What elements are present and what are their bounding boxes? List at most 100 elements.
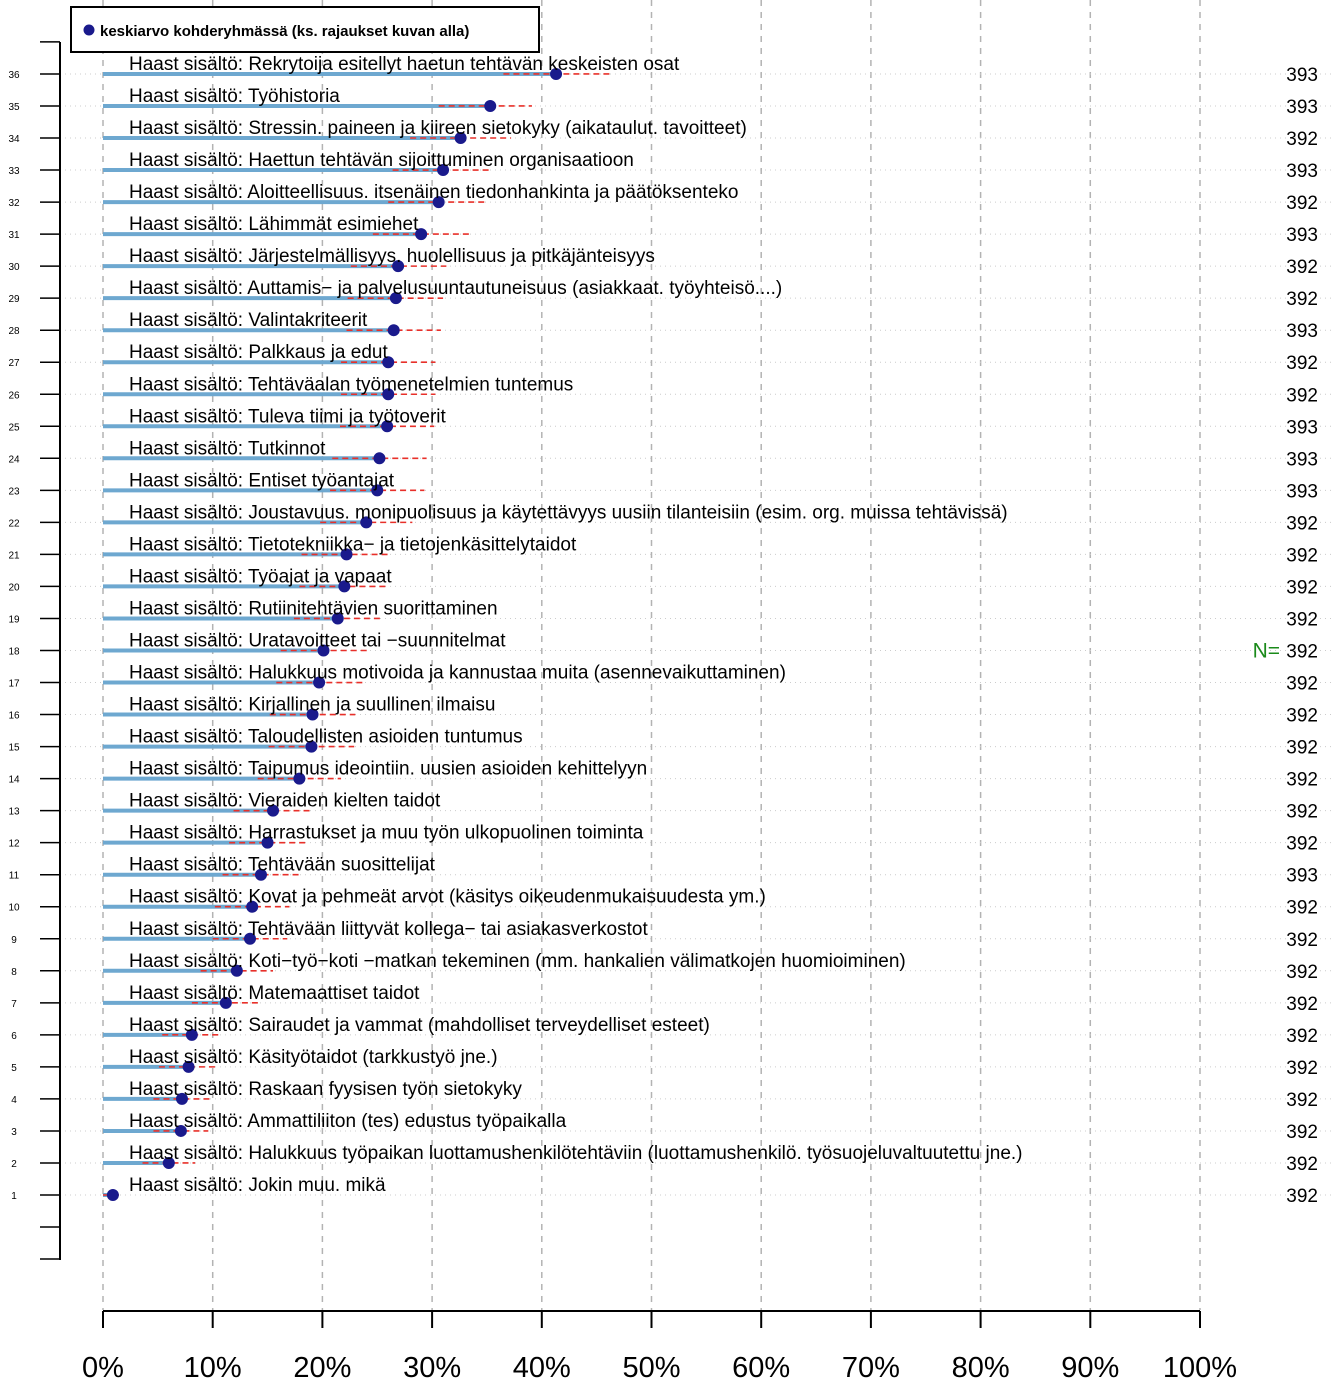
y-tick-label: 5 <box>11 1063 17 1074</box>
n-value: 392 <box>1286 1186 1318 1207</box>
mean-point-6 <box>185 1028 198 1041</box>
n-value: 393 <box>1286 449 1318 470</box>
category-labels: Haast sisältö: Rekrytoija esitellyt haet… <box>129 54 1023 1196</box>
y-axis: 3635343332313029282726252423222120191817… <box>8 41 61 1260</box>
mean-point-4 <box>175 1092 188 1105</box>
category-label: Haast sisältö: Harrastukset ja muu työn … <box>129 823 644 844</box>
y-tick-label: 34 <box>8 134 20 145</box>
mean-point-2 <box>162 1156 175 1169</box>
category-label: Haast sisältö: Sairaudet ja vammat (mahd… <box>129 1015 710 1036</box>
n-value: 393 <box>1286 161 1318 182</box>
category-label: Haast sisältö: Järjestelmällisyys. huole… <box>129 246 655 267</box>
y-tick-label: 17 <box>8 679 20 690</box>
x-tick-label: 50% <box>622 1352 680 1381</box>
n-value: 393 <box>1286 481 1318 502</box>
mean-point-8 <box>230 964 243 977</box>
n-value: 392 <box>1286 834 1318 855</box>
mean-point-3 <box>174 1124 187 1137</box>
category-label: Haast sisältö: Halukkuus motivoida ja ka… <box>129 663 786 684</box>
mean-point-7 <box>219 996 232 1009</box>
mean-point-13 <box>267 804 280 817</box>
mean-point-27 <box>382 356 395 369</box>
n-value: 393 <box>1286 866 1318 887</box>
n-prefix-label: N= <box>1253 639 1280 662</box>
x-tick-label: 70% <box>842 1352 900 1381</box>
n-value: 392 <box>1286 513 1318 534</box>
n-value: 393 <box>1286 321 1318 342</box>
y-tick-label: 14 <box>8 775 20 786</box>
n-value: 392 <box>1286 545 1318 566</box>
x-tick-label: 60% <box>732 1352 790 1381</box>
x-axis: 0% 10% 20% 30% 40% 50% 60% 70% 80% 90% 100% <box>82 1310 1237 1381</box>
mean-point-18 <box>317 644 330 657</box>
grid-lines <box>60 0 1333 1310</box>
mean-point-15 <box>305 740 318 753</box>
y-tick-label: 13 <box>8 807 20 818</box>
y-tick-label: 25 <box>8 422 20 433</box>
mean-point-24 <box>373 452 386 465</box>
mean-point-28 <box>387 324 400 337</box>
y-tick-label: 28 <box>8 326 20 337</box>
x-tick-label: 20% <box>293 1352 351 1381</box>
x-tick-label: 0% <box>82 1352 124 1381</box>
y-tick-label: 3 <box>11 1127 17 1138</box>
mean-point-34 <box>454 132 467 145</box>
mean-point-31 <box>415 228 428 241</box>
y-tick-label: 27 <box>8 358 20 369</box>
n-value: 392 <box>1286 930 1318 951</box>
category-label: Haast sisältö: Tietotekniikka− ja tietoj… <box>129 534 577 555</box>
data-marks <box>103 67 610 1201</box>
mean-point-10 <box>246 900 259 913</box>
n-value: 392 <box>1286 738 1318 759</box>
y-tick-label: 9 <box>11 935 17 946</box>
category-label: Haast sisältö: Entiset työantajat <box>129 470 395 491</box>
y-tick-label: 32 <box>8 198 20 209</box>
category-label: Haast sisältö: Stressin. paineen ja kiir… <box>129 118 747 139</box>
y-tick-label: 26 <box>8 390 20 401</box>
category-label: Haast sisältö: Lähimmät esimiehet <box>129 214 419 235</box>
y-tick-label: 23 <box>8 486 20 497</box>
n-value: 392 <box>1286 641 1318 662</box>
x-tick-label: 30% <box>403 1352 461 1381</box>
y-tick-label: 10 <box>8 903 20 914</box>
n-value: 392 <box>1286 257 1318 278</box>
n-value: 392 <box>1286 289 1318 310</box>
n-value: 392 <box>1286 193 1318 214</box>
category-label: Haast sisältö: Tutkinnot <box>129 438 326 459</box>
category-label: Haast sisältö: Rekrytoija esitellyt haet… <box>129 54 680 75</box>
mean-point-33 <box>437 164 450 177</box>
x-tick-label: 10% <box>184 1352 242 1381</box>
x-tick-label: 90% <box>1061 1352 1119 1381</box>
n-value: 392 <box>1286 802 1318 823</box>
category-label: Haast sisältö: Koti−työ−koti −matkan tek… <box>129 951 906 972</box>
category-label: Haast sisältö: Ammattiliiton (tes) edust… <box>129 1111 567 1132</box>
y-tick-label: 30 <box>8 262 20 273</box>
y-tick-label: 31 <box>8 230 20 241</box>
n-value: 392 <box>1286 706 1318 727</box>
category-label: Haast sisältö: Tehtävään liittyvät kolle… <box>129 919 648 940</box>
category-label: Haast sisältö: Jokin muu. mikä <box>129 1175 386 1196</box>
mean-point-36 <box>550 67 563 80</box>
y-tick-label: 21 <box>8 550 20 561</box>
n-value: 392 <box>1286 770 1318 791</box>
category-label: Haast sisältö: Raskaan fyysisen työn sie… <box>129 1079 522 1100</box>
mean-point-29 <box>389 292 402 305</box>
mean-point-12 <box>261 836 274 849</box>
y-tick-label: 8 <box>11 967 17 978</box>
y-tick-label: 20 <box>8 582 20 593</box>
y-tick-label: 11 <box>9 871 20 882</box>
n-value: 392 <box>1286 577 1318 598</box>
category-label: Haast sisältö: Tehtäväalan työmenetelmie… <box>129 374 573 395</box>
n-value: 392 <box>1286 674 1318 695</box>
y-tick-label: 7 <box>11 999 17 1010</box>
y-tick-label: 2 <box>11 1159 17 1170</box>
mean-point-25 <box>381 420 394 433</box>
legend-box <box>70 6 540 53</box>
n-value: 392 <box>1286 1058 1318 1079</box>
y-tick-label: 36 <box>8 70 20 81</box>
mean-point-1 <box>106 1189 119 1201</box>
y-tick-label: 15 <box>8 743 20 754</box>
mean-point-19 <box>331 612 344 625</box>
mean-point-35 <box>484 99 497 112</box>
